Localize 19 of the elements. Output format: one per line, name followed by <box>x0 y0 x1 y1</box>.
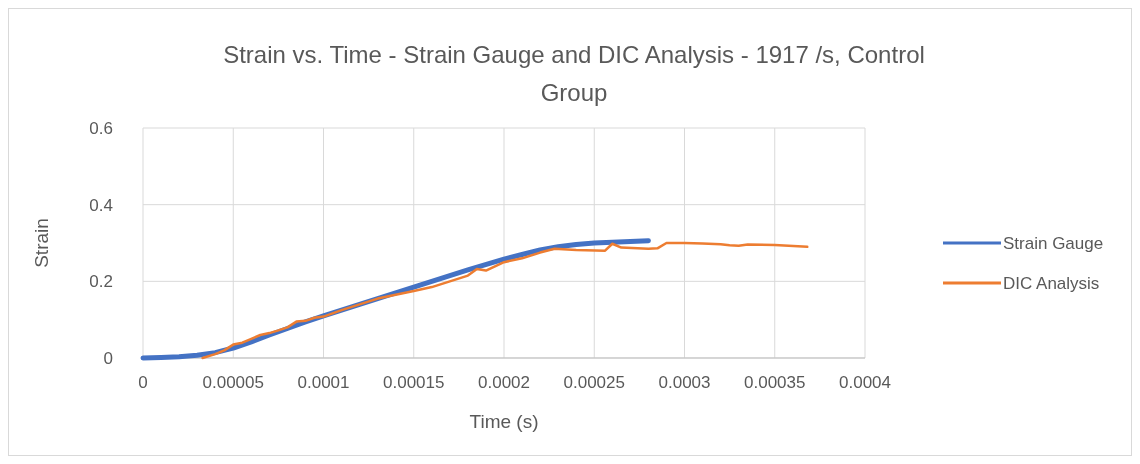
x-tick-label: 0.0002 <box>478 373 530 392</box>
y-tick-label: 0 <box>103 349 113 368</box>
x-tick-label: 0.0004 <box>839 373 891 392</box>
x-tick-label: 0.00035 <box>744 373 806 392</box>
y-tick-label: 0.2 <box>89 272 113 292</box>
x-tick-label: 0 <box>138 373 148 392</box>
x-tick-label: 0.0003 <box>658 373 711 392</box>
chart-title: Strain vs. Time - Strain Gauge and DIC Analysis - 1917 /s, Control Group <box>223 41 925 106</box>
x-tick-label: 0.0001 <box>297 373 350 392</box>
x-tick-label: 0.00015 <box>383 373 445 392</box>
x-axis-title: Time (s) <box>469 411 539 432</box>
x-tick-label: 0.00005 <box>202 373 264 392</box>
y-tick-label: 0.4 <box>89 195 113 215</box>
legend-label: DIC Analysis <box>1003 274 1100 293</box>
y-tick-label: 0.6 <box>89 119 113 138</box>
legend-label: Strain Gauge <box>1003 234 1104 253</box>
y-axis-title: Strain <box>31 218 52 268</box>
x-tick-label: 0.00025 <box>563 373 625 392</box>
line-series <box>201 241 809 360</box>
